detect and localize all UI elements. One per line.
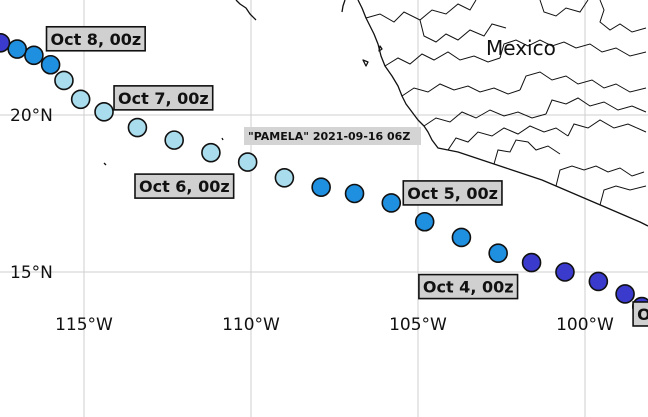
time-label-text: Oct 5, 00z — [407, 184, 498, 203]
time-label-box — [418, 273, 519, 300]
time-label-box — [402, 180, 503, 206]
lon-tick-label: 115°W — [55, 315, 113, 335]
lon-tick-label: 100°W — [556, 315, 614, 335]
time-label-box — [113, 85, 214, 111]
time-label: Oct 4, 00z — [418, 273, 519, 300]
storm-title-annotation: "PAMELA" 2021-09-16 06Z — [244, 127, 421, 145]
track-point-depression — [164, 130, 184, 150]
country-label-mexico: Mexico — [486, 36, 556, 60]
track-point-storm — [381, 193, 402, 213]
track-point-depression — [237, 152, 258, 172]
track-point-depression — [274, 168, 295, 188]
track-point-hurricane — [588, 271, 609, 292]
track-point-hurricane — [555, 262, 575, 282]
track-point-storm — [40, 54, 61, 75]
track-point-depression — [70, 89, 91, 110]
mexico-coastline — [103, 0, 648, 227]
time-label-box — [134, 173, 235, 199]
track-point-hurricane — [0, 32, 11, 53]
axis-tick-labels: 115°W 110°W 105°W 100°W 20°N 15°N — [10, 106, 614, 335]
lat-tick-label: 20°N — [10, 106, 53, 126]
state-borders — [365, 0, 647, 206]
track-point-storm — [414, 211, 435, 232]
time-label: Oct 6, 00z — [134, 173, 235, 199]
track-point-storm — [7, 39, 28, 59]
track-point-depression — [94, 102, 114, 122]
time-label: Oct 7, 00z — [113, 85, 214, 111]
time-label-text: Oct 6, 00z — [139, 177, 230, 196]
track-point-depression — [54, 70, 74, 91]
track-point-depression — [127, 117, 148, 138]
time-label-box — [45, 25, 146, 52]
track-point-hurricane — [615, 284, 635, 304]
annotation-background — [244, 127, 421, 145]
track-point-hurricane — [521, 252, 542, 273]
time-label-text: Oct 4, 00z — [423, 278, 514, 297]
time-label: Oct 8, 00z — [45, 25, 146, 52]
track-point-storm — [488, 243, 508, 263]
time-label-text: Oct 3, 00z — [637, 305, 648, 324]
track-point-storm — [24, 45, 44, 66]
lon-tick-label: 105°W — [389, 315, 447, 335]
time-label-text: Oct 8, 00z — [51, 30, 142, 49]
storm-track — [0, 32, 648, 317]
lon-tick-label: 110°W — [222, 315, 280, 335]
time-label: Oct 3, 00z — [632, 301, 648, 327]
track-point-storm — [344, 183, 365, 204]
track-point-storm — [311, 177, 331, 198]
time-labels: Oct 3, 00z Oct 4, 00z Oct 5, 00z Oct 6, 00z… — [45, 25, 648, 327]
time-label: Oct 5, 00z — [402, 180, 503, 206]
time-label-text: Oct 7, 00z — [118, 89, 209, 108]
storm-title: "PAMELA" 2021-09-16 06Z — [248, 130, 410, 143]
time-label-box — [632, 301, 648, 327]
track-point-depression — [201, 142, 221, 163]
lat-tick-label: 15°N — [10, 263, 53, 283]
track-point-storm — [451, 227, 472, 248]
